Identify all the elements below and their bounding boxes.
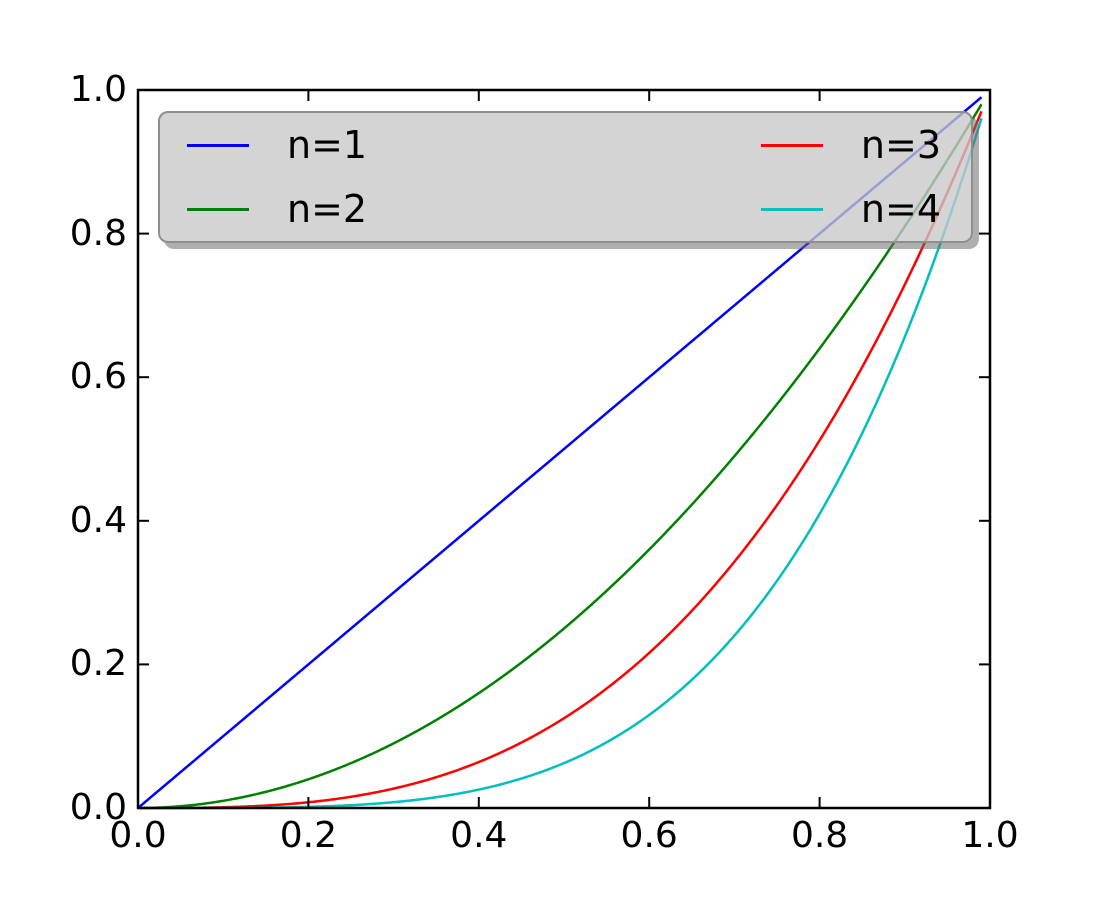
y-tick-label: 0.6: [69, 356, 127, 398]
curve-n=2: [138, 103, 983, 810]
legend-entry: n=2: [187, 189, 367, 229]
legend-entry: n=4: [760, 187, 941, 231]
y-tick-label: 0.2: [69, 643, 127, 685]
x-tick-label: 0.6: [620, 815, 678, 856]
legend-label: n=3: [860, 123, 941, 167]
legend-label: n=4: [860, 187, 941, 231]
legend-line-sample: [760, 207, 823, 211]
x-tick-label: 0.8: [790, 815, 849, 856]
legend: n=1 n=2 n=3 n=4: [158, 111, 973, 243]
legend-line-sample: [760, 143, 823, 147]
curve-n=3: [138, 110, 983, 810]
legend-line-sample: [187, 207, 249, 211]
x-tick-label: 0.2: [279, 815, 338, 856]
x-tick-label: 1.0: [961, 815, 1019, 856]
legend-label: n=1: [287, 123, 368, 167]
y-tick-label: 0.4: [69, 499, 127, 541]
legend-entry: n=3: [760, 123, 941, 167]
legend-line-sample: [187, 143, 249, 147]
y-tick-label: 1.0: [69, 69, 127, 110]
axes-frame: [136, 88, 992, 810]
legend-label: n=2: [287, 187, 368, 231]
y-tick-label: 0.0: [69, 787, 127, 828]
x-tick-label: 0.4: [450, 815, 508, 856]
y-tick-label: 0.8: [69, 212, 127, 254]
x-tick-label: 0.0: [109, 815, 167, 856]
legend-entry: n=1: [187, 125, 367, 165]
